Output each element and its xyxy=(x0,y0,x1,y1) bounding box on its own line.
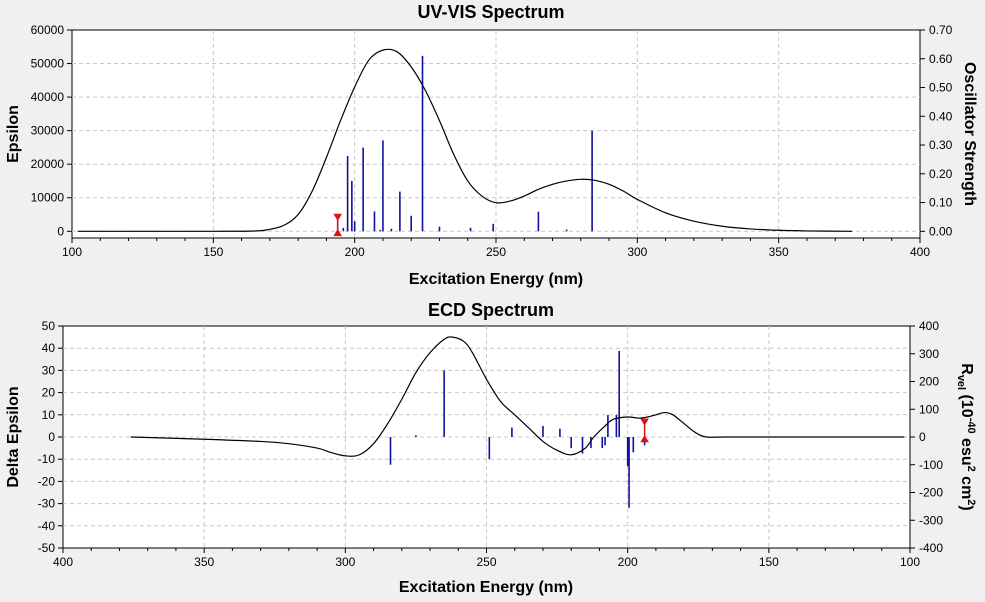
uvvis-y2-tick-label: 0.10 xyxy=(929,196,953,210)
uvvis-x-tick-label: 250 xyxy=(486,245,506,259)
uvvis-oscillator-sticks xyxy=(336,55,593,232)
uvvis-x-axis-label: Excitation Energy (nm) xyxy=(409,271,583,288)
ecd-x-tick-label: 350 xyxy=(194,555,214,569)
uvvis-y2-tick-label: 0.30 xyxy=(929,138,953,152)
ecd-x-tick-label: 100 xyxy=(900,555,920,569)
uvvis-ticks: 100 150 200 250 300 350 400 0 10000 20000 30000 400… xyxy=(31,23,953,259)
ecd-y2-axis-label: Rvel (10-40 esu2 cm2) xyxy=(955,363,977,511)
ecd-y2-tick-label: -100 xyxy=(919,458,943,472)
uvvis-x-tick-label: 150 xyxy=(203,245,223,259)
ecd-x-axis-label: Excitation Energy (nm) xyxy=(399,579,573,596)
uvvis-x-tick-label: 400 xyxy=(910,245,930,259)
ecd-y-tick-label: 10 xyxy=(42,408,56,422)
ecd-marker-top-arrow xyxy=(640,418,649,426)
uvvis-y2-tick-label: 0.60 xyxy=(929,52,953,66)
ecd-x-tick-label: 400 xyxy=(53,555,73,569)
ecd-y-axis-label: Delta Epsilon xyxy=(5,386,22,487)
uvvis-y-tick-label: 50000 xyxy=(31,57,65,71)
ecd-y-tick-label: 40 xyxy=(42,341,56,355)
uvvis-y2-axis-label: Oscillator Strength xyxy=(961,62,978,206)
uvvis-title: UV-VIS Spectrum xyxy=(417,2,564,22)
uvvis-marker-top-arrow xyxy=(333,213,343,221)
uvvis-y-axis-label: Epsilon xyxy=(5,105,22,163)
uvvis-x-tick-label: 300 xyxy=(627,245,647,259)
ecd-y2-tick-label: 100 xyxy=(919,402,939,416)
ecd-ticks: 400 350 300 250 200 150 100-50-40-30-20-100102… xyxy=(38,319,944,569)
ecd-chart: ECD Spectrum 400 350 300 250 200 150 100-50-40… xyxy=(5,300,977,596)
ecd-y2-tick-label: -400 xyxy=(919,541,943,555)
ecd-rotatory-strength-sticks xyxy=(389,350,646,508)
uvvis-y2-tick-label: 0.40 xyxy=(929,109,953,123)
ecd-y-tick-label: -40 xyxy=(38,519,56,533)
ecd-y-tick-label: -50 xyxy=(38,541,56,555)
ecd-y2-tick-label: -200 xyxy=(919,486,943,500)
ecd-x-tick-label: 200 xyxy=(618,555,638,569)
uvvis-chart: UV-VIS Spectrum 100 150 200 250 300 350 400010… xyxy=(5,2,978,288)
uvvis-y-tick-label: 20000 xyxy=(31,157,65,171)
ecd-marker-bottom-arrow xyxy=(640,434,649,443)
ecd-grid xyxy=(63,326,910,548)
uvvis-epsilon-curve xyxy=(77,48,853,232)
ecd-title: ECD Spectrum xyxy=(428,300,554,320)
uvvis-y-tick-label: 40000 xyxy=(31,90,65,104)
uvvis-x-tick-label: 200 xyxy=(345,245,365,259)
ecd-y2-tick-label: 200 xyxy=(919,375,939,389)
uvvis-y-tick-label: 0 xyxy=(57,224,64,238)
ecd-y-tick-label: 30 xyxy=(42,363,56,377)
ecd-x-tick-label: 300 xyxy=(335,555,355,569)
ecd-x-tick-label: 250 xyxy=(476,555,496,569)
uvvis-x-tick-label: 100 xyxy=(62,245,82,259)
ecd-y-tick-label: -30 xyxy=(38,497,56,511)
uvvis-y2-tick-label: 0.70 xyxy=(929,23,953,37)
ecd-cursor-marker[interactable] xyxy=(640,418,649,443)
uvvis-y-tick-label: 30000 xyxy=(31,124,65,138)
ecd-y-tick-label: -10 xyxy=(38,452,56,466)
uvvis-y2-tick-label: 0.50 xyxy=(929,81,953,95)
uvvis-y2-tick-label: 0.20 xyxy=(929,167,953,181)
uvvis-x-tick-label: 350 xyxy=(769,245,789,259)
uvvis-marker-bottom-arrow xyxy=(333,228,343,237)
uvvis-y-tick-label: 60000 xyxy=(31,23,65,37)
uvvis-cursor-marker[interactable] xyxy=(333,213,343,237)
uvvis-y2-tick-label: 0.00 xyxy=(929,224,953,238)
ecd-y2-tick-label: 300 xyxy=(919,347,939,361)
ecd-x-tick-label: 150 xyxy=(759,555,779,569)
uvvis-y-tick-label: 10000 xyxy=(31,191,65,205)
ecd-y-tick-label: 50 xyxy=(42,319,56,333)
ecd-y-tick-label: 20 xyxy=(42,386,56,400)
ecd-y2-tick-label: 400 xyxy=(919,319,939,333)
ecd-y2-tick-label: -300 xyxy=(919,513,943,527)
ecd-y-tick-label: 0 xyxy=(48,430,55,444)
ecd-delta-epsilon-curve xyxy=(130,336,905,457)
ecd-y2-tick-label: 0 xyxy=(919,430,926,444)
ecd-y-tick-label: -20 xyxy=(38,474,56,488)
